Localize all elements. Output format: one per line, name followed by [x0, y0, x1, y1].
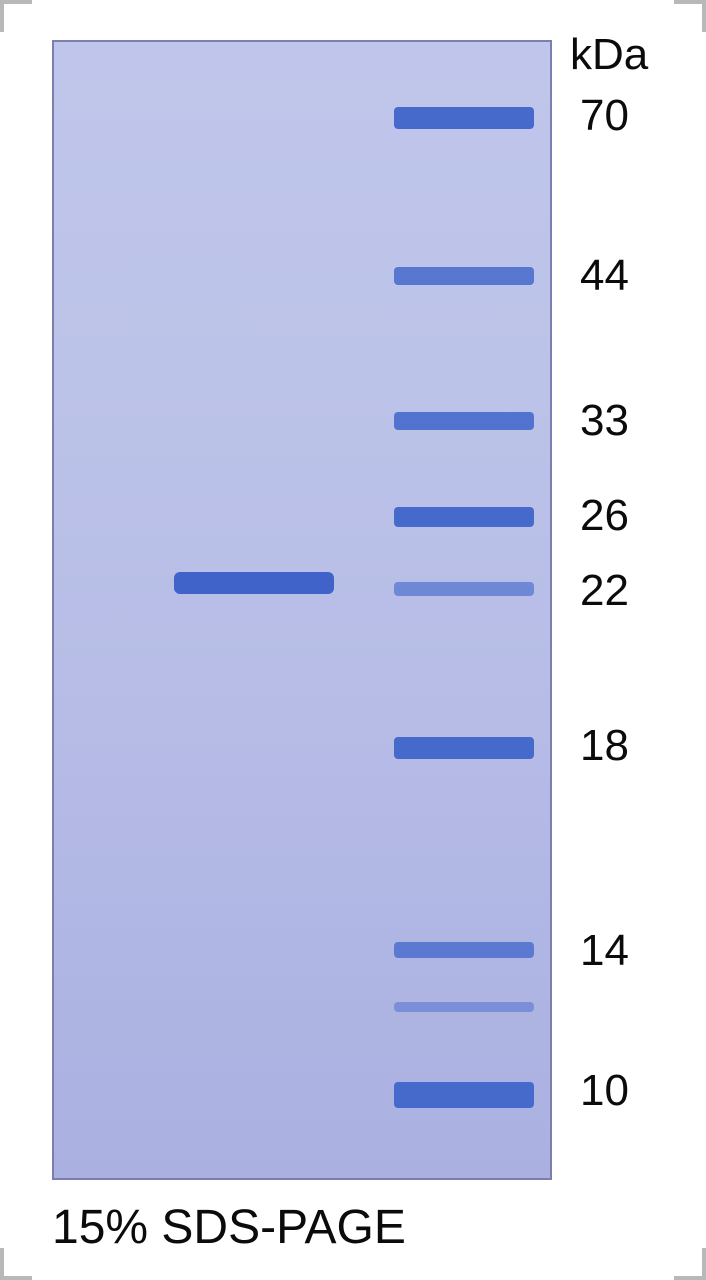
ladder-label-33: 33	[580, 396, 629, 446]
ladder-label-18: 18	[580, 721, 629, 771]
image-frame: kDa 70 44 33 26 22 18 14 10 15% SDS-PAGE	[0, 0, 706, 1280]
corner-bottom-right	[674, 1248, 706, 1280]
ladder-label-70: 70	[580, 91, 629, 141]
sample-band	[174, 572, 334, 594]
ladder-band-10	[394, 1082, 534, 1108]
ladder-band-14	[394, 942, 534, 958]
gel-lane-area	[52, 40, 552, 1180]
ladder-band-70	[394, 107, 534, 129]
gel-caption: 15% SDS-PAGE	[52, 1200, 652, 1255]
ladder-band-26	[394, 507, 534, 527]
ladder-label-10: 10	[580, 1066, 629, 1116]
ladder-band-22	[394, 582, 534, 596]
ladder-label-44: 44	[580, 251, 629, 301]
ladder-label-14: 14	[580, 926, 629, 976]
ladder-band-44	[394, 267, 534, 285]
ladder-label-22: 22	[580, 566, 629, 616]
kda-unit-label: kDa	[570, 30, 648, 80]
corner-top-left	[0, 0, 32, 32]
ladder-band-33	[394, 412, 534, 430]
ladder-band-18	[394, 737, 534, 759]
ladder-label-26: 26	[580, 491, 629, 541]
corner-top-right	[674, 0, 706, 32]
ladder-band-faint	[394, 1002, 534, 1012]
corner-bottom-left	[0, 1248, 32, 1280]
